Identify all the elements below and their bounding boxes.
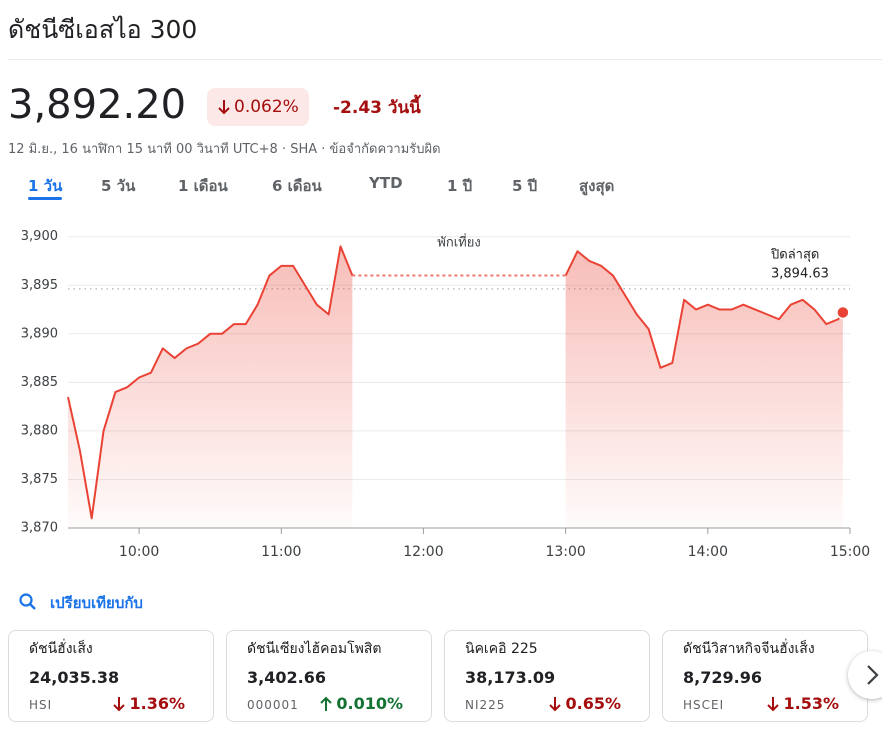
search-icon (19, 593, 36, 610)
x-tick-label: 15:00 (830, 544, 870, 560)
card-change-percent: 1.36% (129, 694, 185, 713)
timestamp: 12 มิ.ย., 16 นาฬิกา 15 นาที 00 วินาที UT… (8, 142, 441, 157)
x-tick-label: 11:00 (261, 544, 301, 560)
card-symbol: HSCEI (683, 698, 725, 712)
compare-link[interactable]: เปรียบเทียบกับ (50, 594, 143, 612)
card-change-percent: 0.65% (565, 694, 621, 713)
card-value: 24,035.38 (29, 668, 120, 687)
change-badge: 0.062% (207, 88, 309, 126)
tab[interactable]: 5 ปี (512, 177, 538, 195)
tab-underline (28, 197, 62, 200)
page-title: ดัชนีซีเอสไอ 300 (8, 15, 198, 44)
area-fill (565, 251, 843, 528)
arrow-icon (320, 696, 333, 711)
tab[interactable]: 1 วัน (28, 177, 63, 195)
arrow-icon (767, 696, 780, 711)
compare-card[interactable]: ดัชนีวิสาหกิจจีนฮั่งเส็ง 8,729.96 HSCEI 1.5… (662, 630, 868, 722)
previous-close-title: ปิดล่าสุด (770, 247, 819, 262)
next-button[interactable] (848, 651, 882, 699)
chevron-icon (867, 665, 879, 685)
arrow-icon (113, 696, 126, 711)
card-value: 8,729.96 (683, 668, 762, 687)
price: 3,892.20 (8, 82, 187, 128)
y-tick-label: 3,875 (21, 472, 58, 487)
y-tick-label: 3,885 (21, 375, 58, 390)
x-tick-label: 10:00 (119, 544, 159, 560)
card-change: 0.010% (319, 694, 403, 713)
card-symbol: 000001 (247, 698, 299, 712)
previous-close-label: 3,894.63 (771, 266, 829, 281)
annotation: พักเที่ยง (437, 234, 480, 251)
change-percent: 0.062% (234, 97, 299, 117)
card-change: 0.65% (548, 694, 621, 713)
y-tick-label: 3,870 (21, 521, 58, 536)
price-line (67, 245, 844, 520)
x-tick-label: 13:00 (545, 544, 585, 560)
area-fill (68, 246, 353, 528)
chart: 3,870 3,875 3,880 3,885 3,890 3,895 3,900 10:00… (21, 229, 870, 560)
x-tick-label: 14:00 (688, 544, 728, 560)
card-symbol: NI225 (465, 698, 506, 712)
x-tick-label: 12:00 (403, 544, 443, 560)
card-name: นิคเคอิ 225 (465, 641, 538, 657)
compare-card[interactable]: นิคเคอิ 225 38,173.09 NI225 0.65% (444, 630, 650, 722)
card-name: ดัชนีฮั่งเส็ง (29, 641, 93, 657)
y-tick-label: 3,895 (21, 278, 58, 293)
tab[interactable]: สูงสุด (579, 177, 615, 195)
tab[interactable]: 1 ปี (447, 177, 473, 195)
card-change: 1.53% (766, 694, 839, 713)
arrow-icon (218, 100, 230, 115)
card-name: ดัชนีวิสาหกิจจีนฮั่งเส็ง (683, 641, 815, 657)
tab[interactable]: 1 เดือน (178, 177, 228, 195)
card-value: 38,173.09 (465, 668, 556, 687)
compare-card[interactable]: ดัชนีเซียงไฮ้คอมโพสิต 3,402.66 000001 0.010… (226, 630, 432, 722)
tab[interactable]: YTD (369, 174, 403, 192)
tab[interactable]: 5 วัน (101, 177, 136, 195)
y-tick-label: 3,880 (21, 423, 58, 438)
card-name: ดัชนีเซียงไฮ้คอมโพสิต (247, 641, 382, 657)
change: -2.43 วันนี้ (333, 98, 421, 118)
card-change: 1.36% (112, 694, 185, 713)
divider (8, 59, 882, 60)
y-tick-label: 3,900 (21, 229, 58, 244)
compare-card[interactable]: ดัชนีฮั่งเส็ง 24,035.38 HSI 1.36% (8, 630, 214, 722)
card-change-percent: 0.010% (336, 694, 403, 713)
y-tick-label: 3,890 (21, 326, 58, 341)
card-value: 3,402.66 (247, 668, 326, 687)
tab[interactable]: 6 เดือน (272, 177, 322, 195)
arrow-icon (549, 696, 562, 711)
card-symbol: HSI (29, 698, 53, 712)
card-change-percent: 1.53% (783, 694, 839, 713)
last-point (836, 305, 850, 320)
